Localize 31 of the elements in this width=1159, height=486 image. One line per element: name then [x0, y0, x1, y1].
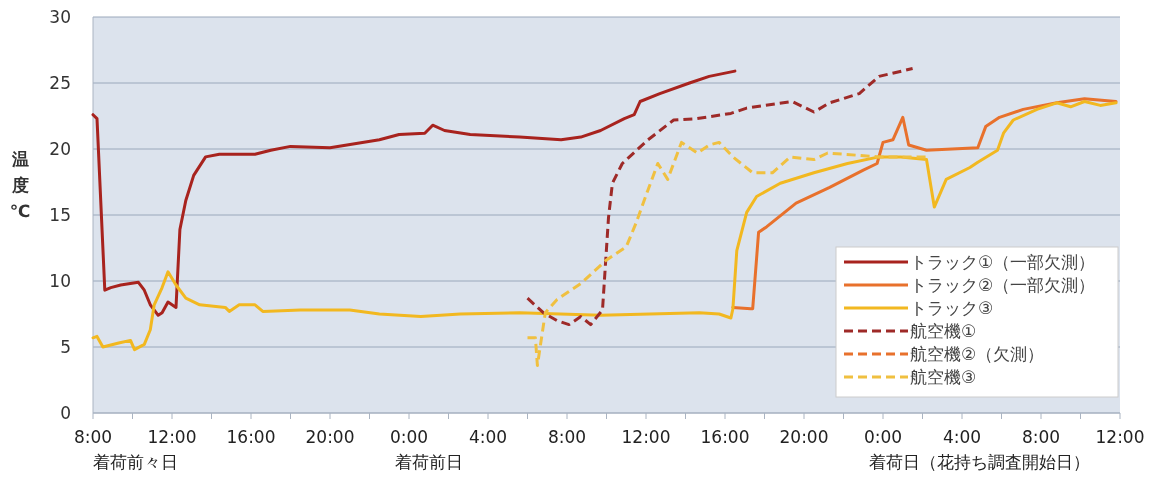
- x-tick-label: 4:00: [942, 427, 982, 447]
- y-tick-label: 30: [49, 7, 71, 27]
- x-tick-label: 0:00: [863, 427, 903, 447]
- y-tick-label: 25: [49, 73, 71, 93]
- x-tick-label: 20:00: [779, 427, 829, 447]
- y-tick-label: 20: [49, 139, 71, 159]
- x-tick-label: 16:00: [700, 427, 750, 447]
- x-tick-label: 0:00: [389, 427, 429, 447]
- y-tick-label: 15: [49, 205, 71, 225]
- x-tick-label: 8:00: [1021, 427, 1061, 447]
- x-tick-label: 12:00: [147, 427, 197, 447]
- legend-label: トラック②（一部欠測）: [910, 275, 1096, 295]
- legend-label: トラック③: [910, 298, 994, 318]
- legend-label: 航空機③: [910, 367, 977, 387]
- x-tick-label: 4:00: [468, 427, 508, 447]
- text: 着荷前々日: [93, 452, 178, 472]
- x-tick-label: 16:00: [226, 427, 276, 447]
- legend-label: 航空機①: [910, 321, 977, 341]
- x-tick-label: 20:00: [305, 427, 355, 447]
- x-tick-label: 12:00: [1095, 427, 1145, 447]
- y-axis-title: 温度℃: [9, 149, 31, 221]
- x-tick-label: 8:00: [73, 427, 113, 447]
- y-tick-label: 5: [60, 337, 71, 357]
- y-tick-label: 0: [60, 403, 71, 423]
- text: 着荷前日: [395, 452, 463, 472]
- x-tick-label: 12:00: [621, 427, 671, 447]
- legend-label: トラック①（一部欠測）: [910, 252, 1096, 272]
- x-tick-label: 8:00: [547, 427, 587, 447]
- legend-label: 航空機②（欠測）: [910, 344, 1045, 364]
- text: 着荷日（花持ち調査開始日）: [869, 452, 1090, 472]
- y-tick-label: 10: [49, 271, 71, 291]
